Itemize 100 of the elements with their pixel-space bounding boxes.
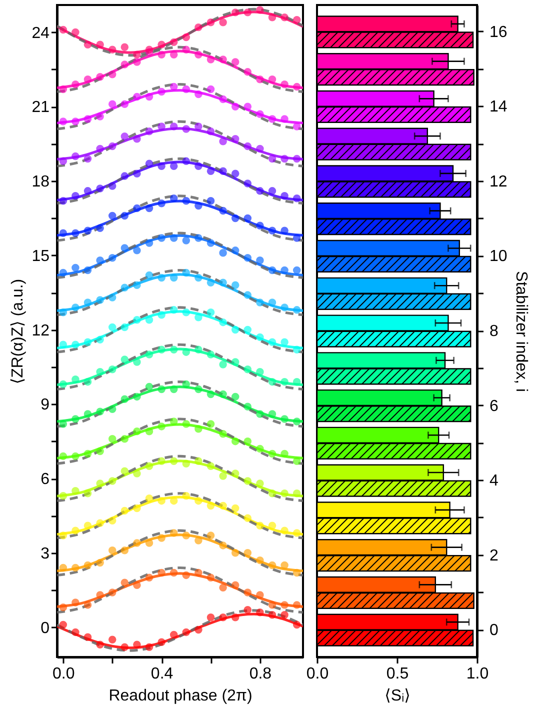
point [206,167,215,175]
point [256,480,264,488]
point [108,546,116,554]
point [96,408,104,416]
point [84,266,92,274]
point [292,490,301,498]
point [96,224,104,232]
y-tick-label: 24 [32,24,50,42]
point [133,640,141,648]
point [120,284,129,292]
point [108,254,116,262]
x-tick-label: 0.4 [150,666,174,682]
point [280,154,288,163]
point [206,278,215,287]
point [256,256,264,264]
point [292,378,301,386]
y-tick-label: 3 [40,545,50,562]
point [219,95,227,104]
point [292,529,301,537]
point [158,122,166,130]
y-tick-label: 18 [32,174,50,191]
point [256,608,264,616]
point [194,234,202,242]
point [256,76,264,84]
point [268,115,276,123]
point [268,76,276,84]
point [268,187,276,195]
point [96,447,104,456]
point [194,496,202,505]
point [182,268,190,277]
point [84,450,92,458]
point [256,444,264,453]
point [206,532,215,540]
point [120,506,129,515]
point [59,380,68,388]
point [182,46,190,54]
point [84,561,92,570]
point [170,418,178,426]
point [108,636,116,644]
point [72,452,80,460]
point [219,206,227,215]
point [108,366,116,374]
point [244,326,252,334]
point [244,549,252,557]
point [145,382,154,391]
point [96,480,104,488]
point [84,298,92,306]
point [96,184,104,192]
point [194,536,202,544]
point [72,340,80,348]
point [72,415,80,423]
point [133,92,141,101]
point [231,214,240,222]
point [231,281,240,289]
y-tick-label: 6 [490,398,498,415]
point [145,574,154,582]
point [96,519,104,527]
point [72,192,80,200]
line-series [57,120,303,168]
point [84,76,92,84]
point [120,395,129,404]
point [158,234,166,242]
point [268,14,276,22]
point [120,546,129,554]
x-tick-label: 0.5 [386,666,409,682]
point [268,410,276,418]
point [244,402,252,410]
point [59,268,68,277]
point [268,561,276,570]
x-tick-label: 0.0 [52,666,75,682]
point [231,58,240,66]
point [108,46,116,54]
point [206,613,215,622]
point [96,558,104,567]
point [256,556,264,564]
point [280,266,288,274]
point [59,604,68,612]
point [244,102,252,111]
point [231,358,240,366]
y-tick-label: 21 [32,99,50,116]
point [170,496,178,505]
x-axis-title: ⟨Sᵢ⟩ [384,688,410,704]
point [231,613,240,622]
point [219,613,227,622]
point [182,308,190,316]
point [59,340,68,348]
point [145,160,154,168]
point [145,539,154,547]
point [145,316,154,324]
point [231,246,240,254]
point [108,212,116,220]
point [268,610,276,619]
point [292,568,301,577]
point [96,336,104,344]
point [96,591,104,599]
point [96,40,104,49]
point [72,229,80,237]
point [292,418,301,426]
y-axis-title: ⟨ZR(α)Z⟩ (a.u.) [10,278,27,384]
point [256,110,264,118]
